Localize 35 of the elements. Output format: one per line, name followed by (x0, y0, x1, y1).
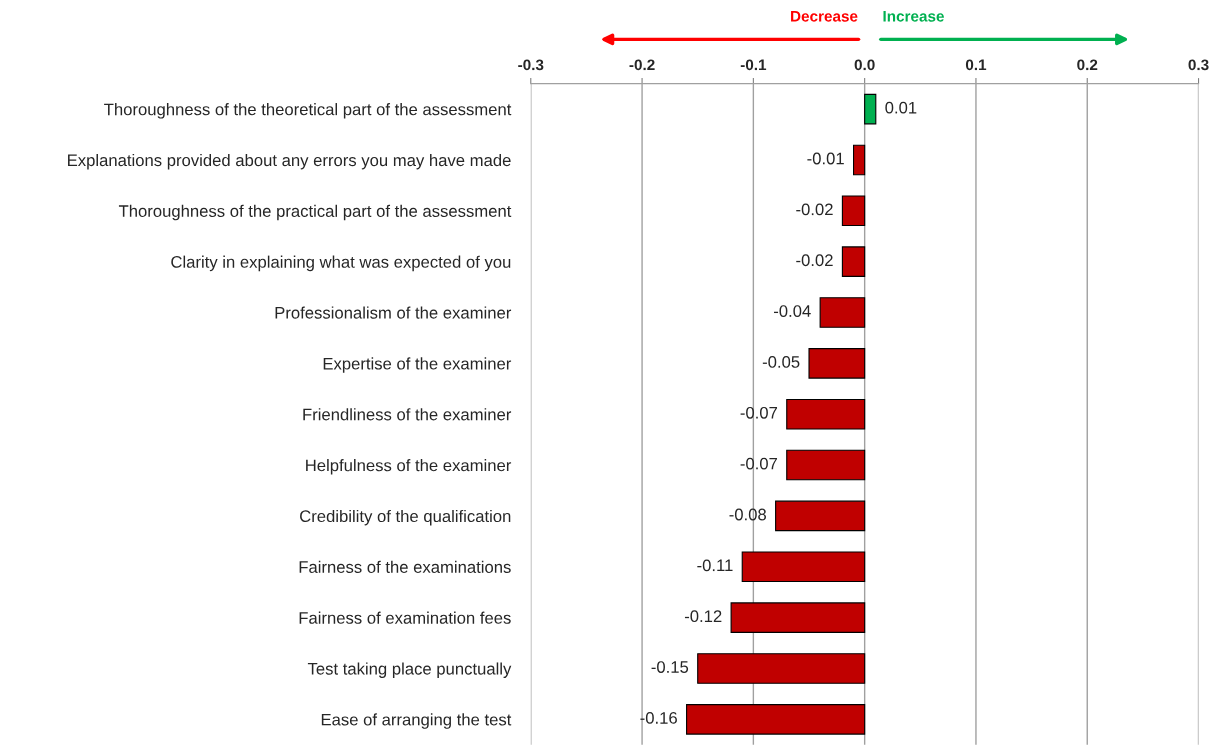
x-tick-label: -0.2 (629, 59, 655, 71)
data-label: -0.01 (807, 152, 844, 165)
y-tick-label: Explanations provided about any errors you may have made (68, 153, 511, 170)
y-tick-label: Ease of arranging the test (321, 713, 512, 729)
data-label: -0.04 (774, 305, 811, 317)
data-label: -0.02 (796, 254, 833, 267)
x-tick-label: -0.3 (518, 59, 544, 71)
y-tick-label: Thoroughness of the theoretical part of the assessment (104, 103, 512, 119)
x-tick-label: -0.1 (740, 59, 767, 71)
y-tick-label: Test taking place punctually (307, 662, 512, 678)
x-tick-label: 0.3 (1188, 59, 1209, 71)
text: Decrease (791, 10, 858, 22)
x-tick-label: 0.2 (1077, 59, 1098, 71)
data-label: -0.05 (762, 356, 800, 368)
y-tick-label: Clarity in explaining what was expected of you (171, 255, 511, 272)
data-label: -0.07 (740, 457, 778, 470)
y-tick-label: Friendliness of the examiner (303, 408, 512, 421)
data-label: -0.15 (651, 661, 689, 673)
text: Increase (883, 10, 944, 22)
x-tick-label: 0.0 (854, 59, 875, 71)
data-label: 0.01 (885, 101, 917, 114)
y-tick-label: Fairness of examination fees (299, 611, 511, 624)
x-tick-label: 0.1 (965, 59, 987, 71)
data-label: -0.08 (729, 508, 766, 521)
data-label: -0.02 (796, 203, 833, 216)
y-tick-label: Expertise of the examiner (323, 357, 512, 373)
data-label: -0.16 (640, 712, 677, 724)
data-label: -0.12 (684, 610, 722, 623)
data-label: -0.11 (697, 559, 733, 572)
y-tick-label: Thoroughness of the practical part of the assessment (118, 204, 512, 221)
data-label: -0.07 (740, 406, 778, 419)
y-tick-label: Professionalism of the examiner (275, 306, 512, 319)
y-tick-label: Helpfulness of the examiner (306, 459, 512, 475)
y-tick-label: Credibility of the qualification (300, 509, 511, 526)
y-tick-label: Fairness of the examinations (299, 560, 511, 573)
